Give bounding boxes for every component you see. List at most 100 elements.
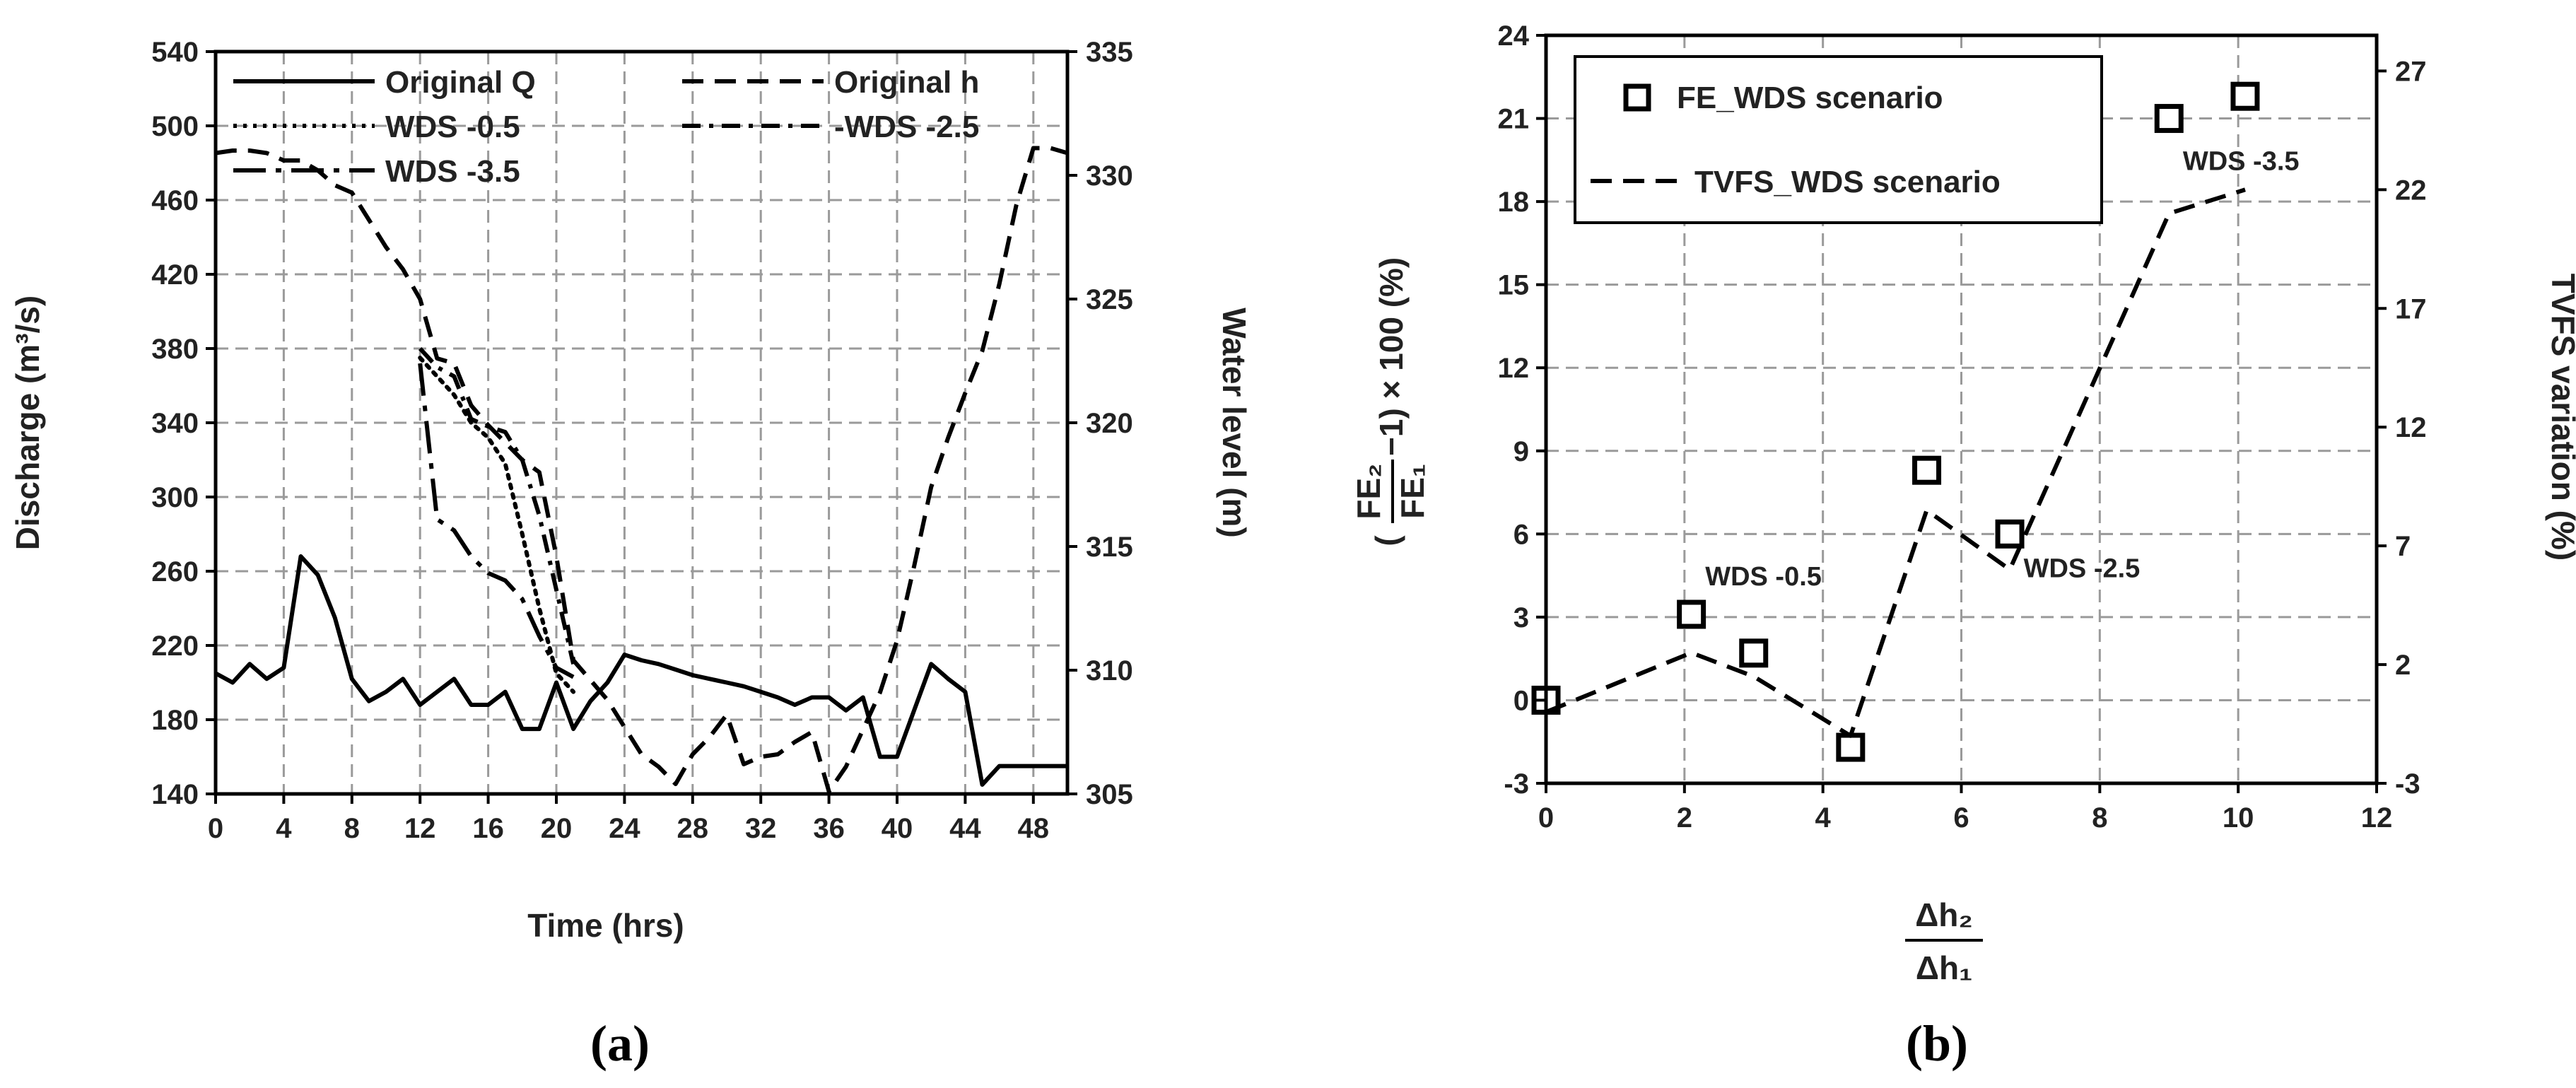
panel-b-data-point (2230, 81, 2260, 111)
annotation-label: WDS -3.5 (2183, 146, 2300, 176)
legend-swatch-marker (1623, 83, 1651, 112)
panel-b-y2-tick-label: 7 (2395, 531, 2411, 562)
panel-b-x-tick-label: 2 (1677, 802, 1692, 833)
panel-b-y-tick-label: 12 (1498, 353, 1530, 384)
panel-a-x-tick-label: 4 (276, 813, 292, 844)
annotation-label: WDS -2.5 (2024, 554, 2141, 583)
panel-a-y2-tick-label: 325 (1086, 284, 1133, 315)
panel-a-y-tick-label: 260 (151, 556, 199, 587)
panel-b-data-point (1677, 599, 1706, 629)
panel-a-x-tick-label: 48 (1018, 813, 1050, 844)
panel-a-series-wds-3-5-line (418, 363, 575, 679)
panel-a-y-tick-label: 220 (151, 631, 199, 662)
panel-a-y-tick-label: 380 (151, 334, 199, 365)
panel-a-x-tick-label: 24 (609, 813, 640, 844)
annotation-label: WDS -0.5 (1705, 562, 1822, 592)
panel-b-y-tick-label: 18 (1498, 187, 1530, 218)
panel-b-y-label-denominator: FE₁ (1394, 464, 1431, 519)
panel-a-x-tick-label: 16 (472, 813, 504, 844)
panel-b-y2-tick-label: 2 (2395, 650, 2411, 681)
panel-b-x-tick-label: 10 (2223, 802, 2254, 833)
panel-a-y-tick-label: 300 (151, 482, 199, 513)
panel-a-chart: 0 4 8 12 16 20 24 28 32 36 40 44 4814018022026030034… (9, 37, 1253, 1072)
panel-a-y-tick-label: 460 (151, 185, 199, 216)
panel-b-y-tick-label: 15 (1498, 270, 1530, 301)
panel-a-x-tick-label: 8 (344, 813, 360, 844)
panel-a-y2-tick-label: 305 (1086, 779, 1133, 810)
panel-a-ticks: 0 4 8 12 16 20 24 28 32 36 40 44 4814018022026030034… (151, 37, 1133, 844)
panel-a-x-tick-label: 32 (745, 813, 777, 844)
panel-b-y-label-open-paren: ( (1369, 535, 1405, 546)
panel-a-x-tick-label: 40 (882, 813, 913, 844)
panel-b-legend: FE_WDS scenario TVFS_WDS scenario (1574, 55, 2103, 224)
panel-b-x-label-denominator: Δh₁ (1916, 949, 1972, 986)
panel-b-x-tick-label: 6 (1953, 802, 1969, 833)
panel-b-data-point (1912, 455, 1942, 485)
panel-b-y-tick-label: 21 (1498, 104, 1530, 135)
panel-a-y2-axis-label: Water level (m) (1216, 308, 1253, 538)
panel-b-y2-tick-label: 27 (2395, 56, 2427, 87)
panel-b-y2-tick-label: 17 (2395, 293, 2427, 324)
panel-a-gridlines (216, 52, 1067, 794)
panel-b-x-tick-label: 4 (1815, 802, 1832, 833)
panel-a-label: (a) (590, 1015, 650, 1072)
legend-label-2: WDS -0.5 (385, 110, 520, 144)
panel-a-y2-tick-label: 330 (1086, 160, 1133, 192)
panel-a-y-tick-label: 180 (151, 705, 199, 736)
panel-b-annotations: WDS -0.5 WDS -2.5 WDS -3.5 (1705, 146, 2299, 592)
panel-b-y2-tick-label: 12 (2395, 412, 2427, 443)
panel-a-series-wds-0-5-line (418, 356, 576, 694)
panel-b-y2-tick-label: -3 (2395, 768, 2420, 800)
panel-a-x-tick-label: 36 (813, 813, 845, 844)
panel-b-y-tick-label: 24 (1498, 21, 1530, 52)
panel-b-x-tick-label: 12 (2361, 802, 2393, 833)
panel-b-y-tick-label: 0 (1514, 685, 1529, 716)
legend-label-1: Original h (834, 65, 979, 100)
panel-a-y-tick-label: 500 (151, 111, 199, 142)
panel-a-y2-tick-label: 310 (1086, 655, 1133, 686)
panel-a-y2-tick-label: 315 (1086, 532, 1133, 563)
panel-a-x-tick-label: 28 (677, 813, 709, 844)
panel-b-data-point (1995, 519, 2025, 549)
panel-a-y2-tick-label: 320 (1086, 408, 1133, 439)
panel-b-data-point (1739, 638, 1769, 668)
panel-a-y-tick-label: 540 (151, 37, 199, 68)
panel-b-y-tick-label: 3 (1514, 602, 1529, 633)
panel-a-y-tick-label: 140 (151, 779, 199, 810)
panel-a-x-tick-label: 0 (208, 813, 223, 844)
panel-b-x-axis-label: Δh₂ Δh₁ (1905, 896, 1983, 986)
legend-label-0: Original Q (385, 65, 536, 100)
legend-label-0: FE_WDS scenario (1677, 81, 1943, 115)
panel-b-y-tick-label: 9 (1514, 436, 1529, 467)
panel-b-data-point (2154, 104, 2184, 134)
panel-b-x-label-numerator: Δh₂ (1915, 896, 1973, 933)
panel-b-x-tick-label: 0 (1538, 802, 1554, 833)
panel-a-y-axis-label: Discharge (m³/s) (9, 296, 46, 550)
legend-label-1: TVFS_WDS scenario (1694, 165, 2001, 199)
panel-a-x-tick-label: 12 (404, 813, 436, 844)
panel-b-series-tvfs-wds-scenario-line (1545, 187, 2246, 738)
panel-b-y2-axis-label: TVFS variation (%) (2545, 274, 2576, 561)
legend-label-4: WDS -3.5 (385, 154, 520, 189)
panel-b-y-label-rest: −1) × 100 (%) (1373, 257, 1410, 456)
panel-b-y-axis-label: ( FE₂ FE₁ −1) × 100 (%) (1350, 257, 1431, 546)
panel-b-data-point (1836, 732, 1866, 762)
panel-a-series-original-q-line (214, 554, 1067, 787)
panel-b-x-tick-label: 8 (2092, 802, 2107, 833)
panel-b-y-tick-label: -3 (1504, 768, 1529, 800)
panel-a-y2-tick-label: 335 (1086, 37, 1133, 68)
panel-a-series-group (214, 146, 1068, 794)
legend-label-3: -WDS -2.5 (834, 110, 979, 144)
legend-box (1574, 55, 2103, 224)
panel-a-legend: Original Q Original h WDS -0.5 -WDS -2.5 WDS… (233, 65, 979, 189)
panel-b-series-group (1531, 81, 2260, 762)
panel-a-x-tick-label: 44 (949, 813, 981, 844)
panel-a-x-tick-label: 20 (541, 813, 573, 844)
panel-a-y-tick-label: 420 (151, 259, 199, 291)
panel-b-y-tick-label: 6 (1514, 519, 1529, 550)
panel-b-y-label-numerator: FE₂ (1350, 463, 1387, 519)
panel-b-y2-tick-label: 22 (2395, 175, 2427, 206)
